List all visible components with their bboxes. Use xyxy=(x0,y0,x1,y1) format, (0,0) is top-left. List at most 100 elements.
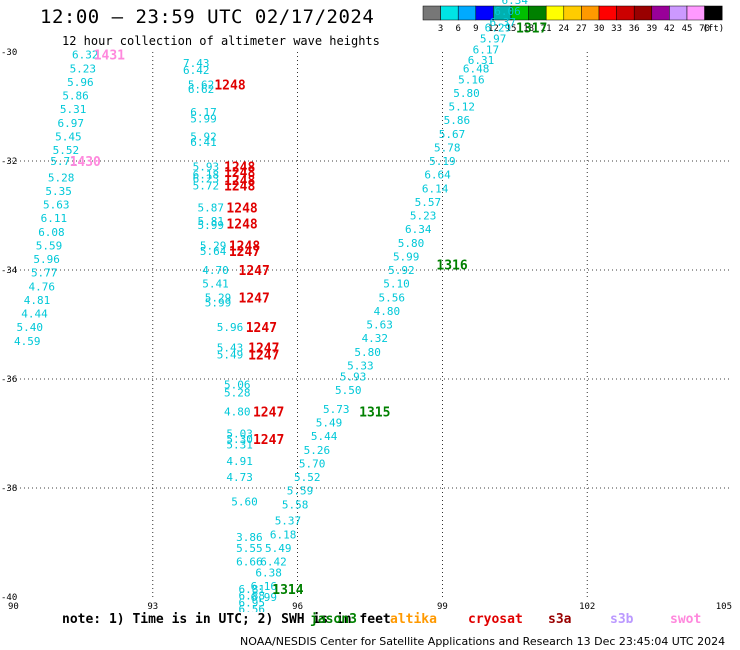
wave-height-value: 6.31 xyxy=(468,54,495,67)
wave-height-value: 6.18 xyxy=(270,528,297,541)
wave-height-value: 6.37 xyxy=(489,16,516,29)
color-swatch xyxy=(704,5,723,21)
wave-height-value: 5.80 xyxy=(354,346,381,359)
wave-height-value: 4.81 xyxy=(24,294,51,307)
footer-credit: NOAA/NESDIS Center for Satellite Applica… xyxy=(240,635,726,648)
mission-legend-swot: swot xyxy=(670,612,702,627)
pass-number-label: 1247 xyxy=(248,348,279,363)
wave-height-value: 5.10 xyxy=(383,278,410,291)
wave-height-value: 7.43 xyxy=(183,57,210,70)
color-scale-label: 30 xyxy=(594,24,605,34)
color-scale-label: 24 xyxy=(558,24,569,34)
wave-height-value: 5.43 xyxy=(217,341,244,354)
color-scale-label: 6 xyxy=(455,24,460,34)
color-scale-label: 36 xyxy=(629,24,640,34)
note-text: note: 1) Time is in UTC; 2) SWH is in fe… xyxy=(62,612,391,627)
wave-height-value: 5.29 xyxy=(205,291,232,304)
wave-height-value: 5.62 xyxy=(188,79,215,92)
wave-height-value: 4.80 xyxy=(224,406,251,419)
wave-height-value: 6.06 xyxy=(494,5,521,18)
wave-height-value: 5.72 xyxy=(193,180,220,193)
wave-height-value: 5.33 xyxy=(347,359,374,372)
wave-height-value: 5.70 xyxy=(299,457,326,470)
wave-height-value: 5.63 xyxy=(43,199,70,212)
chart-title: 12:00 — 23:59 UTC 02/17/2024 xyxy=(40,6,375,28)
wave-height-value: 5.37 xyxy=(275,515,302,528)
wave-height-value: 6.62 xyxy=(188,83,215,96)
wave-height-value: 4.70 xyxy=(202,264,229,277)
wave-height-value: 5.31 xyxy=(60,103,87,116)
mission-legend-jason3: jason3 xyxy=(310,612,357,627)
pass-number-label: 1247 xyxy=(229,245,260,260)
wave-height-value: 5.78 xyxy=(434,141,461,154)
x-tick-label: 93 xyxy=(147,602,158,612)
wave-height-value: 6.99 xyxy=(251,591,278,604)
color-scale-label: 9 xyxy=(473,24,478,34)
color-scale-label: 12 xyxy=(488,24,499,34)
pass-number-label: 1248 xyxy=(226,201,257,216)
wave-height-value: 6.18 xyxy=(193,169,220,182)
pass-number-label: 1248 xyxy=(224,180,255,195)
wave-height-value: 5.96 xyxy=(217,321,244,334)
color-scale-unit: (ft) xyxy=(703,24,725,34)
wave-height-value: 6.95 xyxy=(238,596,265,609)
wave-height-value: 6.34 xyxy=(405,223,432,236)
pass-number-label: 1247 xyxy=(253,406,284,421)
wave-height-value: 4.59 xyxy=(14,335,41,348)
color-scale-label: 33 xyxy=(611,24,622,34)
wave-height-value: 5.28 xyxy=(48,171,75,184)
wave-height-value: 6.41 xyxy=(190,136,217,149)
wave-height-value: 5.86 xyxy=(444,114,471,127)
wave-height-value: 5.50 xyxy=(335,384,362,397)
mission-legend-s3a: s3a xyxy=(548,612,572,627)
wave-height-value: 5.60 xyxy=(231,496,258,509)
wave-height-value: 6.56 xyxy=(238,603,265,612)
x-tick-label: 105 xyxy=(716,602,732,612)
y-tick-label: -32 xyxy=(1,157,17,167)
wave-height-value: 5.52 xyxy=(53,144,80,157)
pass-number-label: 1248 xyxy=(226,218,257,233)
wave-height-value: 5.49 xyxy=(316,417,343,430)
wave-height-value: 5.71 xyxy=(50,155,77,168)
pass-number-label: 1248 xyxy=(224,174,255,189)
mission-legend-altika: altika xyxy=(390,612,437,627)
wave-height-value: 4.80 xyxy=(374,305,401,318)
wave-height-value: 5.97 xyxy=(480,32,507,45)
color-scale-label: 45 xyxy=(682,24,693,34)
wave-height-value: 5.92 xyxy=(388,264,415,277)
color-scale-label: 21 xyxy=(541,24,552,34)
wave-height-value: 5.86 xyxy=(62,90,89,103)
pass-number-label: 1247 xyxy=(239,291,270,306)
wave-height-value: 6.97 xyxy=(57,117,84,130)
wave-height-value: 5.12 xyxy=(448,101,475,114)
wave-height-value: 6.16 xyxy=(251,580,278,593)
wave-height-value: 6.29 xyxy=(485,21,512,34)
wave-height-value: 5.80 xyxy=(398,237,425,250)
wave-height-value: 6.38 xyxy=(255,566,282,579)
y-tick-label: -34 xyxy=(1,266,17,276)
wave-height-value: 6.14 xyxy=(422,182,449,195)
pass-number-label: 1248 xyxy=(224,160,255,175)
wave-height-value: 5.93 xyxy=(340,370,367,383)
wave-height-value: 5.99 xyxy=(190,112,217,125)
wave-height-value: 5.44 xyxy=(311,430,338,443)
wave-height-value: 5.19 xyxy=(429,155,456,168)
wave-height-value: 6.64 xyxy=(424,169,451,182)
wave-height-value: 5.96 xyxy=(33,253,60,266)
color-scale-label: 18 xyxy=(523,24,534,34)
wave-height-value: 5.58 xyxy=(282,498,309,511)
pass-number-label: 1247 xyxy=(253,433,284,448)
wave-height-value: 5.57 xyxy=(415,196,442,209)
wave-height-value: 5.77 xyxy=(31,267,58,280)
x-tick-label: 96 xyxy=(292,602,303,612)
wave-height-value: 5.99 xyxy=(197,219,224,232)
color-scale-label: 27 xyxy=(576,24,587,34)
wave-height-value: 5.80 xyxy=(453,87,480,100)
wave-height-value: 5.96 xyxy=(67,76,94,89)
wave-height-value: 5.26 xyxy=(304,444,331,457)
wave-height-value: 3.86 xyxy=(236,531,263,544)
mission-legend-s3b: s3b xyxy=(610,612,634,627)
pass-number-label: 1315 xyxy=(359,406,390,421)
wave-height-value: 5.59 xyxy=(287,485,314,498)
y-tick-label: -38 xyxy=(1,484,17,494)
